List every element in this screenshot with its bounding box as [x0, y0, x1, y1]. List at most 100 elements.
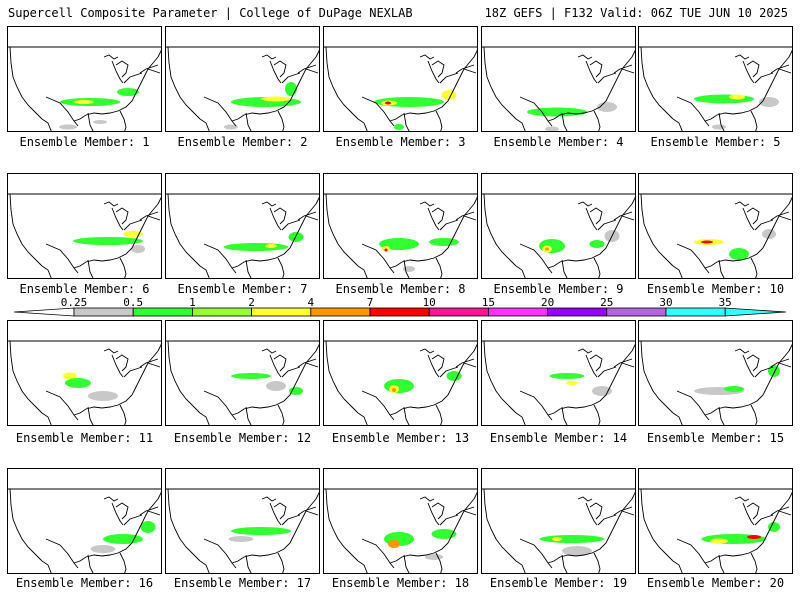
map-boundary — [742, 502, 755, 526]
map-boundary — [718, 406, 725, 425]
map-boundary — [297, 211, 317, 221]
scp-contour — [103, 534, 143, 544]
map-boundary — [704, 552, 750, 564]
map-boundary — [123, 219, 143, 231]
map-boundary — [115, 207, 129, 225]
scp-contour — [394, 124, 404, 130]
map-boundary — [361, 390, 395, 421]
map-panel — [481, 26, 636, 132]
map-panel — [165, 320, 320, 426]
scp-contour — [261, 96, 291, 102]
map-svg — [324, 193, 477, 278]
map-boundary — [591, 56, 633, 112]
colorbar-segment — [191, 307, 252, 317]
map-boundary — [281, 514, 301, 526]
map-boundary — [433, 350, 475, 406]
map-boundary — [167, 488, 201, 562]
map-panel — [638, 320, 793, 426]
panel-label: Ensemble Member: 16 — [15, 576, 154, 590]
valid-time-title: 18Z GEFS | F132 Valid: 06Z TUE JUN 10 20… — [484, 6, 788, 20]
map-boundary — [742, 60, 755, 84]
scp-contour — [701, 240, 713, 244]
map-boundary — [147, 362, 161, 368]
map-boundary — [788, 49, 792, 58]
map-boundary — [199, 265, 210, 278]
map-svg — [324, 46, 477, 131]
map-boundary — [463, 68, 477, 74]
map-boundary — [9, 488, 43, 562]
map-boundary — [754, 366, 774, 378]
map-boundary — [439, 72, 459, 84]
colorbar-tick-label: 7 — [367, 298, 374, 309]
map-boundary — [427, 207, 440, 231]
map-boundary — [357, 118, 368, 131]
map-boundary — [157, 491, 161, 500]
map-boundary — [419, 496, 435, 502]
map-boundary — [261, 496, 277, 502]
map-boundary — [613, 64, 633, 74]
map-boundary — [561, 112, 568, 131]
map-boundary — [742, 354, 755, 378]
map-panel — [481, 320, 636, 426]
map-boundary — [718, 554, 725, 573]
map-boundary — [305, 362, 319, 368]
map-boundary — [305, 215, 319, 221]
scp-contour — [231, 373, 271, 379]
map-boundary — [473, 196, 477, 205]
map-boundary — [87, 554, 94, 573]
map-boundary — [269, 60, 282, 84]
map-boundary — [389, 552, 435, 564]
map-boundary — [597, 219, 617, 231]
map-svg — [8, 193, 161, 278]
map-boundary — [593, 257, 601, 278]
map-boundary — [676, 390, 710, 421]
map-boundary — [273, 354, 287, 372]
map-boundary — [734, 348, 750, 354]
map-boundary — [455, 64, 475, 74]
map-boundary — [734, 201, 750, 207]
map-boundary — [275, 203, 317, 259]
map-boundary — [515, 560, 526, 573]
map-svg — [639, 340, 792, 425]
map-boundary — [778, 215, 792, 221]
colorbar-tick-label: 25 — [600, 298, 613, 309]
map-boundary — [589, 502, 603, 520]
map-boundary — [788, 196, 792, 205]
map-boundary — [473, 343, 477, 352]
scp-contour — [117, 88, 139, 96]
map-boundary — [433, 498, 475, 554]
map-svg — [324, 488, 477, 573]
map-boundary — [778, 510, 792, 516]
colorbar-tick-label: 20 — [541, 298, 554, 309]
scp-contour — [131, 245, 145, 253]
scp-contour — [90, 545, 116, 553]
map-boundary — [403, 406, 410, 425]
map-boundary — [593, 552, 601, 573]
map-boundary — [519, 96, 553, 127]
scp-contour — [768, 522, 780, 532]
map-boundary — [621, 215, 635, 221]
map-boundary — [305, 68, 319, 74]
map-boundary — [778, 362, 792, 368]
scp-contour — [747, 535, 761, 539]
map-boundary — [778, 68, 792, 74]
map-svg — [8, 340, 161, 425]
map-boundary — [297, 64, 317, 74]
map-boundary — [45, 96, 79, 127]
map-boundary — [87, 406, 94, 425]
map-boundary — [87, 259, 94, 278]
map-boundary — [431, 354, 445, 372]
map-boundary — [315, 343, 319, 352]
chart-title: Supercell Composite Parameter | College … — [8, 6, 413, 20]
panel-label: Ensemble Member: 12 — [173, 431, 312, 445]
map-boundary — [746, 207, 760, 225]
map-boundary — [770, 64, 790, 74]
scp-contour — [545, 247, 549, 251]
map-boundary — [750, 257, 758, 278]
map-boundary — [275, 350, 317, 406]
map-boundary — [591, 203, 633, 259]
map-svg — [639, 46, 792, 131]
map-boundary — [613, 506, 633, 516]
map-boundary — [704, 404, 750, 416]
panel-label: Ensemble Member: 11 — [15, 431, 154, 445]
